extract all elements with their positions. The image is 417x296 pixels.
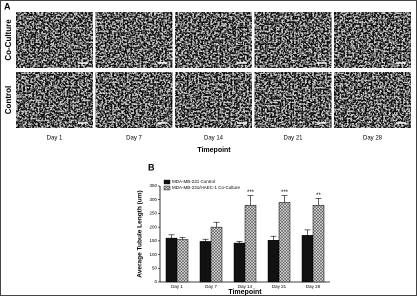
y-axis-title: Average Tubule Length (um) [137, 190, 144, 277]
panel-label: B [148, 162, 155, 172]
error-bar [213, 221, 220, 228]
bar [210, 226, 223, 283]
error-bar [281, 195, 288, 203]
column-label: Day 1 [47, 136, 63, 142]
row-label: Co-Culture [4, 19, 13, 61]
micrograph-texture [175, 12, 252, 68]
micrograph-texture [95, 12, 173, 68]
bar [165, 237, 178, 283]
column-label: Day 14 [204, 136, 224, 142]
y-tick-label: 250 [149, 211, 157, 216]
panel-b: 0 50 100 150 200 250 300 350 Average Tubule Leng… [137, 179, 330, 296]
micrograph-texture [175, 72, 252, 128]
x-tick-label: Day 28 [306, 284, 321, 289]
legend-label: MDA-MB-231/HAEC-1 Co-Culture [172, 185, 241, 190]
error-bar [179, 236, 186, 240]
micrograph-texture [334, 12, 411, 68]
micrograph-texture [254, 72, 332, 128]
legend-swatch [163, 179, 171, 185]
column-label: Day 7 [126, 136, 142, 142]
significance: ** [316, 193, 321, 199]
y-tick-label: 350 [149, 183, 157, 188]
x-tick-label: Day 14 [238, 284, 253, 289]
bar [267, 240, 280, 283]
x-axis-title: Timepoint [197, 147, 231, 154]
panel-label: A [4, 1, 11, 11]
panel-a: Co-Culture Control Day 1 Day 7 Day 14 Day 21 D… [4, 12, 411, 154]
y-tick-label: 200 [149, 224, 157, 229]
x-tick-label: Day 1 [171, 284, 183, 289]
y-tick-label: 50 [152, 265, 158, 270]
significance: *** [281, 190, 289, 196]
bar [176, 239, 189, 283]
bar [278, 202, 291, 283]
micrograph-texture [334, 72, 411, 128]
error-bar [304, 229, 311, 236]
column-label: Day 21 [283, 136, 303, 142]
bar [244, 204, 257, 283]
y-tick-label: 100 [149, 252, 157, 257]
error-bar [202, 238, 209, 242]
error-bar [236, 241, 243, 244]
legend-label: MDA-MB-231 Control [172, 179, 215, 184]
row-label: Control [4, 86, 13, 114]
bar [199, 241, 212, 283]
y-tick-label: 300 [149, 197, 157, 202]
error-bar [168, 234, 175, 239]
bar [312, 204, 325, 283]
bar [301, 235, 314, 283]
bar [233, 242, 246, 283]
error-bar [247, 195, 254, 206]
error-bar [270, 235, 277, 241]
micrograph-texture [95, 72, 173, 128]
micrograph-texture [16, 12, 93, 68]
significance: *** [247, 190, 255, 196]
x-axis-title: Timepoint [228, 289, 262, 296]
x-tick-label: Day 21 [272, 284, 287, 289]
error-bar [315, 198, 322, 206]
y-tick-label: 150 [149, 238, 157, 243]
x-tick-label: Day 7 [205, 284, 217, 289]
y-tick-label: 0 [154, 279, 157, 284]
column-label: Day 28 [363, 136, 383, 142]
micrograph-texture [254, 12, 332, 68]
micrograph-texture [16, 72, 93, 128]
legend-swatch [163, 185, 171, 191]
